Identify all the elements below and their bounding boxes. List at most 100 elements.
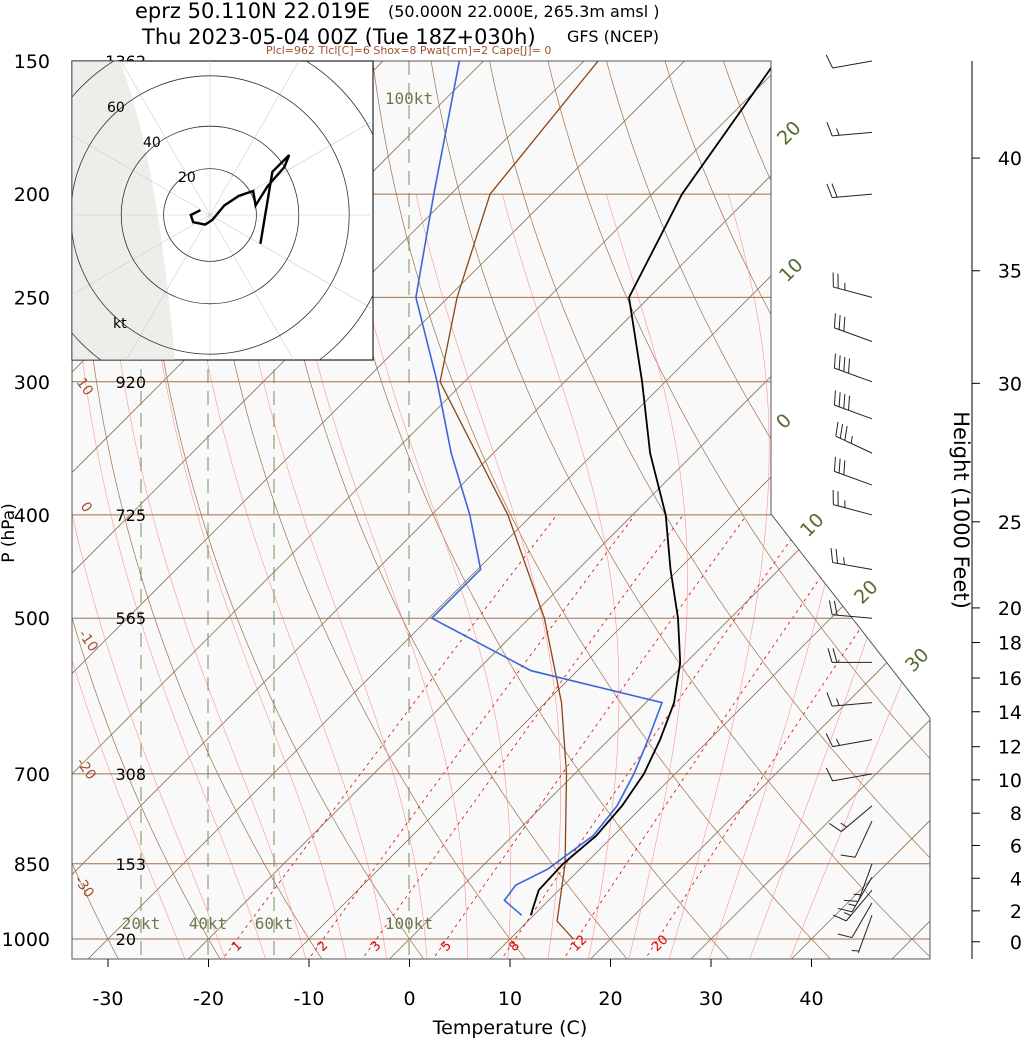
isotherm-line [72,61,887,876]
wind-barb [851,915,873,954]
pressure-tick-label: 500 [14,608,50,630]
pressure-tick-label: 200 [14,184,50,206]
wind-barb-flag [840,854,856,858]
wind-barb-staff [833,504,873,516]
wind-barb [833,456,873,486]
dry-adiabat-line [430,61,930,958]
wind-barb-flag [825,767,834,782]
moist-adiabat-line [789,611,930,959]
wind-barb-flag [833,353,836,369]
mixing-ratio-line [361,514,684,959]
wind-barb-flag [838,314,841,330]
hodograph-ring [120,125,300,305]
hodograph-spoke [209,214,295,360]
wind-barb-staff [835,435,873,454]
isotherm-line [72,61,585,574]
wind-barb-flag [832,914,847,922]
x-tick-label: 10 [498,988,522,1010]
moist-adiabat-line [72,227,266,959]
isotherm-line [87,116,930,959]
height-tick-label: 35 [998,261,1022,283]
dry-adiabat-line [489,61,930,859]
wind-barb-flag [830,547,834,563]
wind-barb [832,889,873,922]
speed-label-bottom: 40kt [189,914,228,933]
pressure-tick-label: 300 [14,372,50,394]
moist-adiabat-line [141,194,347,959]
wind-barb [829,805,873,832]
wind-barb-flag [826,692,833,707]
wind-barb-flag [837,907,853,913]
x-tick-label: 30 [699,988,723,1010]
wind-barb-flag [838,355,841,370]
height-tick-label: 20 [998,598,1022,620]
wind-barb-staff [832,193,873,199]
wind-barb [828,600,873,619]
wind-barb-flag [848,395,851,411]
x-tick-label: -30 [92,988,123,1010]
wind-barb-flag [843,460,846,475]
pressure-tick-label: 1000 [2,929,50,951]
wind-barb-staff [833,286,873,298]
dry-adiabat-line [72,616,221,959]
mixing-ratio-line [563,514,864,959]
height-tick-label: 30 [998,373,1022,395]
wind-barb-staff [857,915,873,954]
chart-model: GFS (NCEP) [567,27,659,46]
height-tick-label: 6 [1010,835,1022,857]
moist-adiabat-line [668,194,770,959]
speed-label-bottom: 60kt [255,914,294,933]
x-tick-label: 0 [403,988,415,1010]
temperature-line [529,61,777,916]
wind-barb-half [850,436,853,444]
geopotential-height-label: 308 [115,765,146,784]
wind-barb [833,353,873,383]
x-tick-label: 40 [799,988,823,1010]
wind-barb [835,421,873,454]
isotherm-line [187,216,930,959]
wind-barb-flag [833,456,836,472]
geopotential-height-label: 20 [116,930,136,949]
wind-barb-flag [838,458,841,474]
height-tick-label: 8 [1010,803,1022,825]
wind-barb-flag [843,394,846,409]
wind-barb-flag [828,600,833,615]
wind-barb-staff [832,562,873,570]
wind-barb-staff [834,327,873,342]
wind-barb-half [851,949,860,952]
wind-barb-staff [834,367,873,383]
hodograph-ring-label: 40 [143,135,161,151]
moist-adiabat-line [415,194,561,959]
chart-date-line: Thu 2023-05-04 00Z (Tue 18Z+030h) [141,25,536,49]
wind-barb-flag [826,183,833,198]
geopotential-height-label: 920 [115,373,146,392]
hodograph-ring-label: 20 [178,170,196,186]
x-tick-label: -10 [293,988,324,1010]
x-axis-label: Temperature (C) [432,1017,588,1039]
height-tick-label: 18 [998,633,1022,655]
pressure-tick-label: 700 [14,764,50,786]
wind-barb-half [853,893,861,896]
hodograph-spoke [120,61,211,216]
dry-adiabat-line [547,61,930,760]
moist-adiabat-line [104,194,307,959]
wind-barb-staff [832,773,873,782]
wind-barb-flag [848,358,851,374]
wind-barb [826,692,873,707]
hodograph-spoke [209,120,373,216]
hodograph-shading [72,61,175,360]
hodograph-spoke [209,61,300,216]
speed-label-bottom: 20kt [122,914,161,933]
dry-adiabat-line [985,0,1026,975]
geopotential-height-label: 725 [115,506,146,525]
height-tick-label: 40 [998,148,1022,170]
wind-barb-half [848,903,856,907]
wind-barb-half [843,557,845,565]
hodograph-spoke [72,214,211,296]
height-tick-label: 2 [1010,901,1022,923]
geopotential-height-label: 565 [115,609,146,628]
moist-adiabat-line [605,194,688,959]
plot-border [71,60,931,960]
parcel-line [439,61,599,940]
